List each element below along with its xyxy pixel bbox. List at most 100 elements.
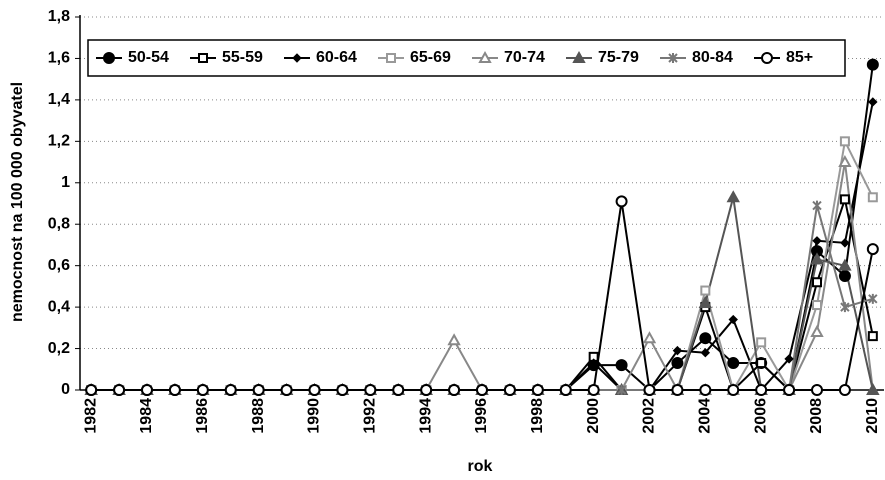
marker — [866, 382, 880, 395]
x-tick-label: 2002 — [641, 398, 658, 434]
marker — [838, 384, 851, 396]
marker — [588, 358, 599, 368]
x-tick-label: 2006 — [752, 398, 769, 434]
marker — [756, 358, 767, 369]
marker — [839, 194, 850, 205]
marker — [700, 285, 711, 296]
marker — [698, 295, 713, 308]
marker — [812, 236, 822, 246]
marker — [812, 277, 822, 288]
marker — [810, 252, 824, 265]
marker — [699, 384, 712, 396]
marker — [812, 200, 822, 211]
x-tick-label: 2010 — [864, 398, 881, 434]
marker — [448, 384, 461, 396]
x-tick-label: 1990 — [306, 398, 323, 434]
marker — [728, 314, 738, 325]
x-tick-label: 1986 — [194, 398, 211, 434]
y-axis-title: nemocnost na 100 000 obyvatel — [9, 82, 26, 322]
x-tick-label: 1996 — [473, 398, 490, 434]
marker — [810, 324, 824, 337]
marker — [113, 384, 126, 396]
marker — [839, 136, 850, 147]
marker — [280, 384, 293, 396]
x-tick-label: 1994 — [417, 398, 434, 434]
marker — [866, 58, 879, 71]
marker — [727, 384, 740, 396]
marker — [642, 331, 657, 344]
x-tick-label: 1992 — [362, 398, 379, 434]
marker — [727, 357, 740, 370]
x-tick-label: 1988 — [250, 398, 267, 434]
marker — [699, 332, 712, 345]
marker — [447, 333, 461, 346]
marker — [503, 384, 516, 396]
series-line — [91, 64, 874, 392]
marker — [700, 347, 711, 358]
marker — [671, 357, 684, 370]
marker — [420, 384, 433, 396]
marker — [672, 345, 683, 356]
legend-label: 65-69 — [410, 49, 451, 66]
marker — [783, 384, 796, 396]
y-tick-label: 0,8 — [48, 215, 70, 232]
legend: 50-54 55-59 60-64 65-69 70-74 75-79 80-84 85+ — [87, 39, 846, 77]
legend-label: 75-79 — [598, 49, 639, 66]
marker — [392, 384, 405, 396]
x-tick-label: 2008 — [808, 398, 825, 434]
y-tick-label: 0,2 — [48, 340, 70, 357]
marker — [726, 190, 740, 203]
legend-label: 60-64 — [316, 49, 357, 66]
marker — [615, 195, 628, 208]
y-tick-label: 0 — [61, 381, 70, 398]
y-tick-label: 1,6 — [48, 50, 70, 67]
marker — [252, 384, 265, 396]
legend-label: 50-54 — [128, 49, 169, 66]
marker — [168, 384, 181, 396]
x-tick-label: 1984 — [138, 398, 155, 434]
marker — [761, 52, 773, 64]
x-tick-label: 2000 — [585, 398, 602, 434]
legend-label: 55-59 — [222, 49, 263, 66]
marker — [756, 337, 767, 348]
marker — [572, 50, 586, 63]
marker — [196, 384, 209, 396]
marker — [224, 384, 237, 396]
marker — [755, 384, 768, 396]
marker — [840, 238, 850, 248]
marker — [668, 53, 678, 63]
y-tick-label: 0,6 — [48, 257, 70, 274]
marker — [559, 384, 572, 396]
legend-label: 85+ — [786, 49, 813, 66]
marker — [615, 359, 628, 372]
marker — [868, 293, 878, 304]
marker — [364, 384, 377, 396]
y-tick-label: 1 — [61, 174, 70, 191]
marker — [531, 384, 544, 396]
marker — [868, 97, 878, 107]
marker — [616, 385, 627, 395]
marker — [867, 192, 878, 203]
marker — [103, 52, 115, 64]
x-axis-title: rok — [468, 458, 493, 475]
marker — [812, 300, 822, 311]
marker — [478, 50, 492, 63]
marker — [840, 302, 850, 313]
legend-label: 70-74 — [504, 49, 545, 66]
marker — [587, 384, 600, 396]
legend-label: 80-84 — [692, 49, 733, 66]
marker — [141, 384, 153, 396]
y-tick-label: 1,4 — [48, 91, 70, 108]
marker — [838, 154, 852, 168]
marker — [867, 331, 878, 342]
marker — [784, 354, 794, 364]
x-tick-label: 2004 — [697, 398, 714, 434]
x-tick-label: 1998 — [529, 398, 546, 434]
marker — [85, 384, 98, 396]
y-tick-label: 1,8 — [48, 8, 70, 25]
marker — [838, 258, 852, 271]
marker — [386, 53, 396, 63]
marker — [308, 384, 321, 396]
marker — [476, 384, 488, 396]
